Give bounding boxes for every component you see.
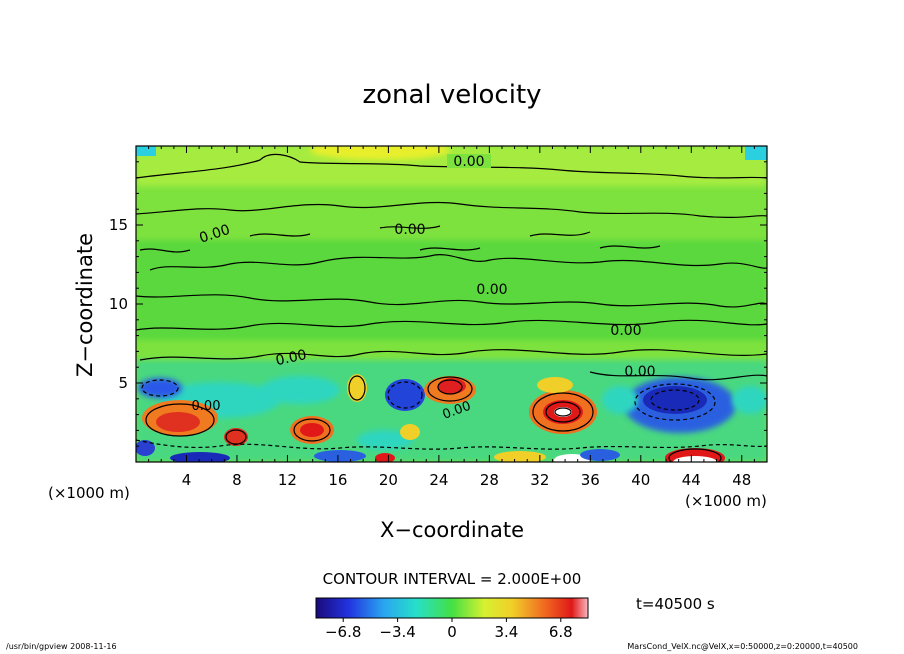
x-tick-label: 12	[278, 471, 297, 489]
contour-interval-text: CONTOUR INTERVAL = 2.000E+00	[323, 570, 582, 588]
x-units-left: (×1000 m)	[48, 484, 130, 502]
contour-lines	[136, 153, 767, 462]
y-tick-label: 10	[109, 295, 128, 313]
colorbar-tick-label: 3.4	[494, 623, 518, 641]
heatmap-field: 0.00 0.00 0.00 0.00 0.00 0.00 0.00 0.00 …	[136, 146, 767, 462]
chart-title: zonal velocity	[362, 80, 541, 110]
colorbar-tick-label: 6.8	[549, 623, 573, 641]
time-label: t=40500 s	[636, 595, 715, 613]
x-axis-label: X−coordinate	[380, 518, 524, 542]
x-tick-label: 48	[732, 471, 751, 489]
y-tick-label: 15	[109, 216, 128, 234]
x-tick-label: 40	[631, 471, 650, 489]
footer-left: /usr/bin/gpview 2008-11-16	[6, 642, 117, 651]
contour-label: 0.00	[476, 282, 507, 298]
x-tick-label: 44	[682, 471, 701, 489]
x-tick-label: 4	[182, 471, 192, 489]
x-tick-label: 8	[232, 471, 242, 489]
contour-label: 0.00	[610, 323, 641, 339]
colorbar-ticks: −6.8 −3.4 0 3.4 6.8	[325, 618, 573, 641]
x-tick-label: 20	[379, 471, 398, 489]
contour-label: 0.00	[453, 154, 484, 170]
x-units-right: (×1000 m)	[685, 492, 767, 510]
footer-right: MarsCond_VelX.nc@VelX,x=0:50000,z=0:2000…	[627, 642, 858, 651]
contour-label: 0.00	[394, 222, 425, 238]
contour-label: 0.00	[192, 399, 221, 414]
x-tick-label: 24	[429, 471, 448, 489]
x-tick-label: 36	[581, 471, 600, 489]
colorbar-tick-label: −3.4	[379, 623, 415, 641]
contour-label: 0.00	[624, 364, 655, 380]
x-tick-label: 32	[530, 471, 549, 489]
y-axis-label: Z−coordinate	[73, 233, 97, 377]
x-tick-label: 16	[328, 471, 347, 489]
x-axis: 4 8 12 16 20 24 28 32 36 40 44 48	[148, 146, 755, 489]
colorbar-tick-label: 0	[447, 623, 457, 641]
y-axis: 5 10 15	[109, 161, 767, 447]
colorbar	[315, 597, 589, 619]
x-tick-label: 28	[480, 471, 499, 489]
contour-label: 0.00	[274, 347, 308, 369]
colorbar-tick-label: −6.8	[325, 623, 361, 641]
y-tick-label: 5	[118, 374, 128, 392]
